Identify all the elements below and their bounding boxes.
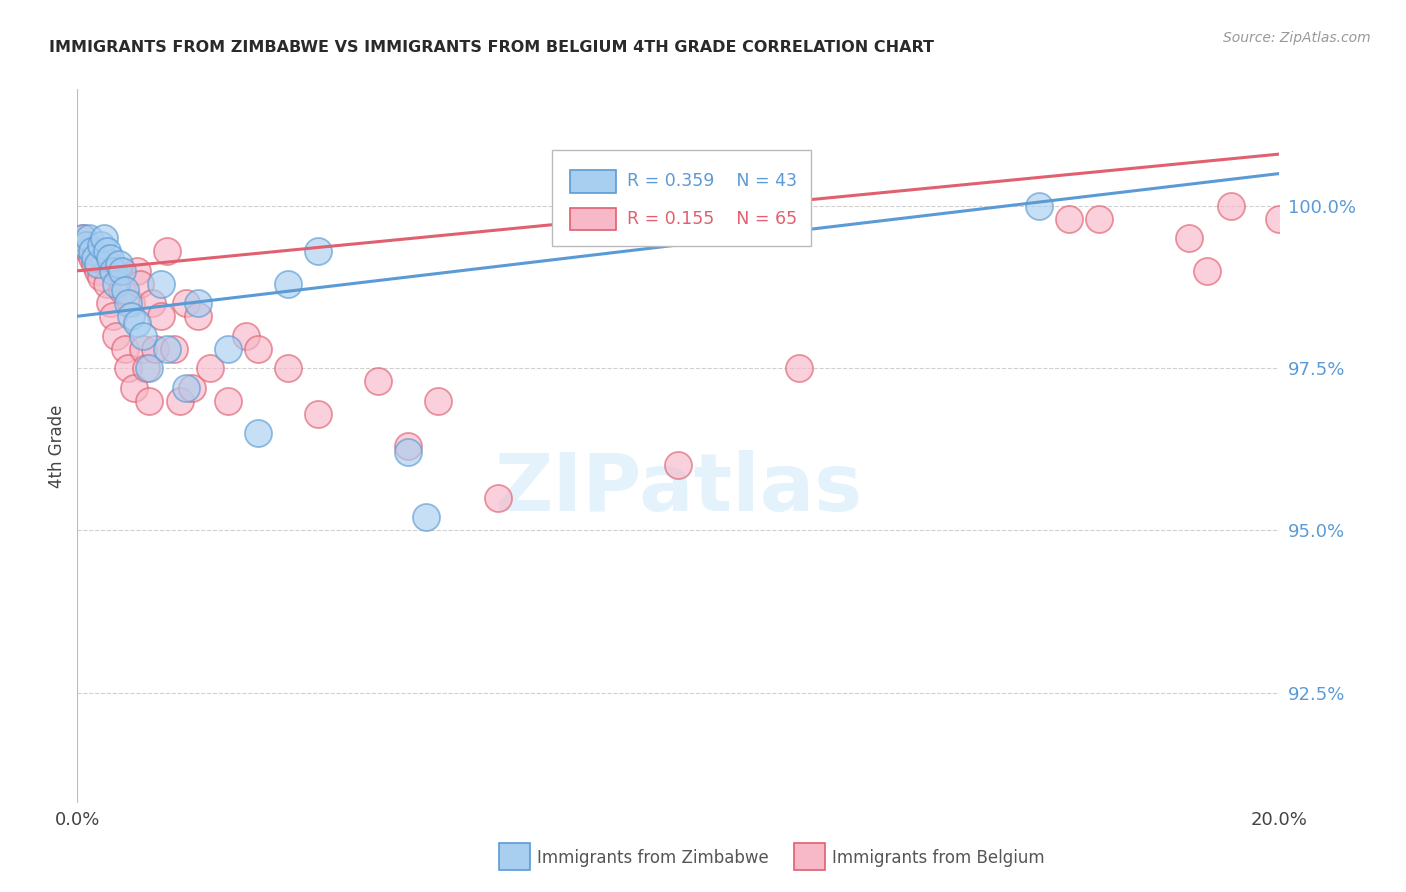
- Point: [117, 361, 139, 376]
- Text: Source: ZipAtlas.com: Source: ZipAtlas.com: [1223, 31, 1371, 45]
- Point: [93, 251, 115, 265]
- Text: Immigrants from Belgium: Immigrants from Belgium: [832, 849, 1045, 867]
- Point: [93, 231, 115, 245]
- Point: [111, 283, 134, 297]
- Point: [135, 361, 157, 376]
- Y-axis label: 4th Grade: 4th Grade: [48, 404, 66, 488]
- Point: [90, 270, 112, 285]
- Point: [103, 310, 125, 324]
- Point: [246, 425, 269, 440]
- Point: [145, 342, 167, 356]
- Point: [87, 257, 110, 271]
- Point: [307, 407, 329, 421]
- Point: [180, 381, 202, 395]
- Point: [486, 491, 509, 505]
- Point: [82, 244, 104, 259]
- Point: [1057, 211, 1080, 226]
- Point: [307, 244, 329, 259]
- Point: [235, 328, 257, 343]
- Point: [108, 257, 131, 271]
- Point: [668, 458, 690, 473]
- Text: R = 0.155    N = 65: R = 0.155 N = 65: [627, 211, 797, 228]
- Point: [120, 310, 142, 324]
- Point: [187, 296, 209, 310]
- Point: [72, 231, 94, 245]
- Point: [84, 257, 107, 271]
- Point: [156, 342, 179, 356]
- Point: [1220, 199, 1243, 213]
- Point: [396, 445, 419, 459]
- Point: [84, 251, 107, 265]
- Point: [120, 296, 142, 310]
- Point: [75, 238, 97, 252]
- Point: [127, 316, 149, 330]
- Bar: [571, 169, 616, 193]
- Point: [156, 244, 179, 259]
- Point: [114, 283, 136, 297]
- Bar: [571, 208, 616, 230]
- Point: [82, 251, 104, 265]
- Point: [138, 393, 160, 408]
- Point: [787, 361, 810, 376]
- Point: [217, 393, 239, 408]
- Point: [415, 510, 437, 524]
- Point: [1178, 231, 1201, 245]
- Point: [100, 296, 122, 310]
- Point: [100, 251, 122, 265]
- Point: [396, 439, 419, 453]
- Point: [174, 296, 197, 310]
- Point: [198, 361, 221, 376]
- Bar: [553, 150, 811, 246]
- Point: [132, 328, 155, 343]
- Point: [72, 231, 94, 245]
- Point: [427, 393, 450, 408]
- Point: [96, 244, 118, 259]
- Point: [138, 361, 160, 376]
- Point: [150, 277, 173, 291]
- Point: [1088, 211, 1111, 226]
- Text: Immigrants from Zimbabwe: Immigrants from Zimbabwe: [537, 849, 769, 867]
- Point: [79, 244, 101, 259]
- Point: [105, 277, 128, 291]
- Point: [150, 310, 173, 324]
- Point: [246, 342, 269, 356]
- Text: IMMIGRANTS FROM ZIMBABWE VS IMMIGRANTS FROM BELGIUM 4TH GRADE CORRELATION CHART: IMMIGRANTS FROM ZIMBABWE VS IMMIGRANTS F…: [49, 40, 934, 55]
- Point: [1197, 264, 1219, 278]
- Point: [124, 381, 146, 395]
- Point: [103, 264, 125, 278]
- Point: [187, 310, 209, 324]
- Point: [1028, 199, 1050, 213]
- Point: [117, 296, 139, 310]
- Point: [576, 186, 599, 200]
- Point: [174, 381, 197, 395]
- Point: [87, 264, 110, 278]
- Point: [90, 238, 112, 252]
- Point: [277, 277, 299, 291]
- Point: [169, 393, 191, 408]
- Text: R = 0.359    N = 43: R = 0.359 N = 43: [627, 172, 797, 190]
- Text: ZIPatlas: ZIPatlas: [495, 450, 862, 528]
- Point: [132, 342, 155, 356]
- Point: [217, 342, 239, 356]
- Point: [75, 238, 97, 252]
- Point: [141, 296, 163, 310]
- Point: [367, 374, 389, 388]
- Point: [277, 361, 299, 376]
- Point: [105, 328, 128, 343]
- Point: [114, 342, 136, 356]
- Point: [79, 231, 101, 245]
- Point: [108, 264, 131, 278]
- Point: [1268, 211, 1291, 226]
- Point: [96, 277, 118, 291]
- Point: [162, 342, 184, 356]
- Point: [111, 264, 134, 278]
- Point: [129, 277, 152, 291]
- Point: [127, 264, 149, 278]
